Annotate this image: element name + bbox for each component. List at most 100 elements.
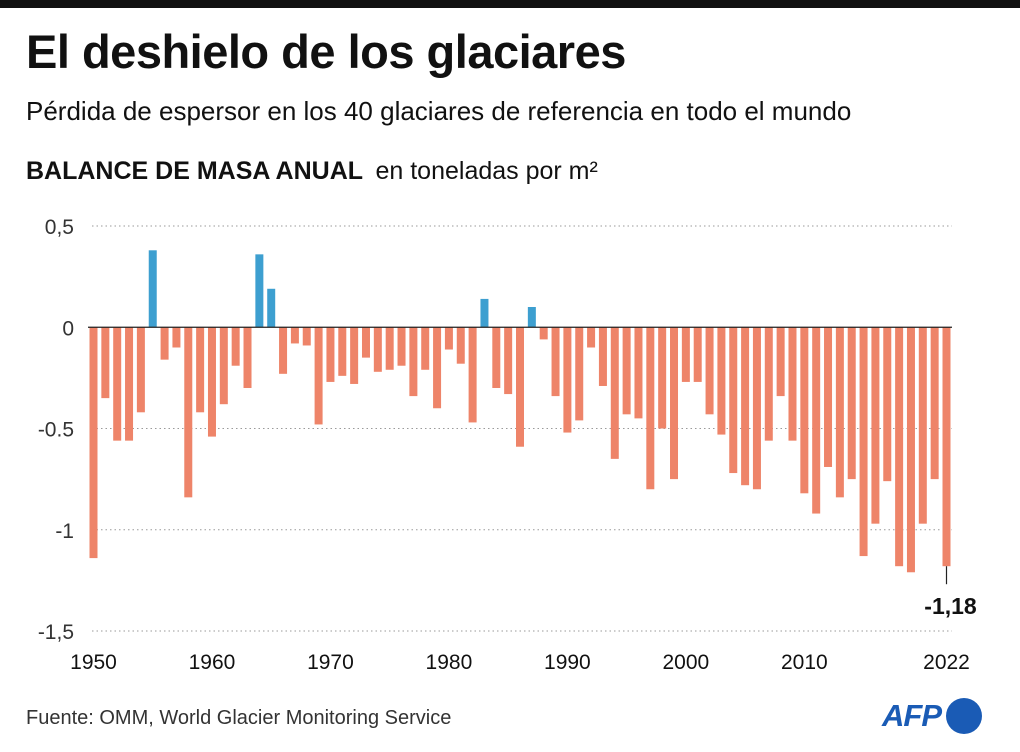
bar — [800, 327, 809, 494]
annotation-value: -1,18 — [924, 593, 977, 619]
bar — [906, 327, 915, 573]
afp-logo-text: AFP — [882, 698, 942, 733]
bar — [883, 327, 892, 482]
bar — [918, 327, 927, 524]
axes: 0,5 0 -0.5 -1 -1,5 1950 1960 1970 1980 1990 2000 20… — [38, 216, 970, 674]
bar — [231, 327, 240, 366]
x-tick-label: 1960 — [189, 651, 236, 674]
gridlines — [92, 225, 952, 632]
bar — [812, 327, 821, 514]
annotations: -1,18 — [924, 566, 977, 619]
source-note: Fuente: OMM, World Glacier Monitoring Se… — [26, 707, 452, 729]
bar — [267, 288, 276, 328]
bar — [338, 327, 347, 376]
y-tick-label: 0 — [62, 317, 74, 340]
x-tick-label: 2000 — [663, 651, 710, 674]
bar — [930, 327, 939, 480]
bar — [610, 327, 619, 459]
bar — [717, 327, 726, 435]
bar — [196, 327, 205, 413]
x-tick-label: 2010 — [781, 651, 828, 674]
bar — [895, 327, 904, 567]
x-tick-label: 2022 — [923, 651, 970, 674]
y-tick-label: -1,5 — [38, 621, 74, 644]
bar — [444, 327, 453, 350]
bar — [835, 327, 844, 498]
bar — [871, 327, 880, 524]
metric-label: BALANCE DE MASA ANUAL — [26, 157, 364, 185]
bar — [101, 327, 110, 399]
bar — [847, 327, 856, 480]
bar — [89, 327, 98, 559]
bar — [788, 327, 797, 441]
bar — [397, 327, 406, 366]
top-rule — [0, 0, 1020, 8]
bar — [658, 327, 667, 429]
bar — [113, 327, 122, 441]
y-tick-label: -0.5 — [38, 419, 74, 442]
bar — [824, 327, 833, 467]
bar — [243, 327, 252, 388]
x-tick-label: 1980 — [426, 651, 473, 674]
bar — [681, 327, 690, 382]
bar — [361, 327, 370, 358]
bar — [575, 327, 584, 421]
bar — [302, 327, 311, 346]
x-tick-label: 1950 — [70, 651, 117, 674]
bar — [752, 327, 761, 490]
bar — [136, 327, 145, 413]
afp-logo-dot-icon — [946, 698, 982, 734]
bar — [290, 327, 299, 344]
bar — [539, 327, 548, 340]
metric-unit: en toneladas por m² — [375, 157, 598, 185]
bar — [598, 327, 607, 386]
x-tick-label: 1990 — [544, 651, 591, 674]
metric-header: BALANCE DE MASA ANUAL en toneladas por m… — [26, 155, 598, 191]
bar — [859, 327, 868, 557]
bar — [279, 327, 288, 374]
bar — [705, 327, 714, 415]
bar — [125, 327, 134, 441]
bar — [255, 254, 264, 328]
y-tick-label: 0,5 — [45, 216, 74, 239]
bar — [456, 327, 465, 364]
bar — [670, 327, 679, 480]
chart-subtitle: Pérdida de espersor en los 40 glaciares … — [26, 96, 852, 126]
bar — [160, 327, 169, 360]
bars — [89, 250, 951, 573]
bar — [219, 327, 228, 405]
bar — [184, 327, 193, 498]
bar — [942, 327, 951, 567]
bar — [646, 327, 655, 490]
bar — [433, 327, 442, 409]
bar — [741, 327, 750, 486]
bar — [326, 327, 335, 382]
bar — [622, 327, 631, 415]
bar — [148, 250, 157, 328]
chart-title: El deshielo de los glaciares — [26, 25, 626, 78]
bar — [421, 327, 430, 370]
bar — [563, 327, 572, 433]
bar — [350, 327, 359, 384]
bar — [527, 307, 536, 328]
bar — [504, 327, 513, 395]
bar — [587, 327, 596, 348]
bar — [634, 327, 643, 419]
bar — [693, 327, 702, 382]
bar — [314, 327, 323, 425]
afp-logo: AFP — [882, 698, 982, 734]
bar — [516, 327, 524, 447]
bar — [409, 327, 418, 397]
bar — [373, 327, 382, 372]
bar — [729, 327, 738, 474]
bar — [551, 327, 560, 397]
bar — [480, 298, 489, 328]
bar — [172, 327, 181, 348]
bar — [468, 327, 477, 423]
bar — [776, 327, 785, 397]
y-tick-label: -1 — [55, 520, 74, 543]
x-tick-label: 1970 — [307, 651, 354, 674]
bar — [385, 327, 394, 370]
bar — [207, 327, 216, 437]
